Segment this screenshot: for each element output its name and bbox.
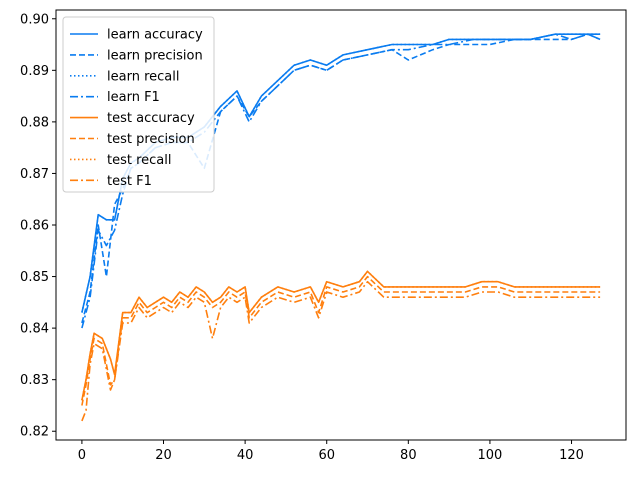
x-tick-label: 20 xyxy=(155,448,172,463)
legend: learn accuracy learn precision learn recal… xyxy=(62,16,215,193)
legend-label: learn F1 xyxy=(107,90,160,105)
y-tick-label: 0.89 xyxy=(20,64,49,79)
x-tick-label: 120 xyxy=(559,448,584,463)
legend-label: learn recall xyxy=(107,69,179,84)
legend-label: learn precision xyxy=(107,48,203,63)
x-tick-label: 80 xyxy=(400,448,417,463)
y-tick-label: 0.82 xyxy=(20,425,49,440)
legend-label: test recall xyxy=(107,153,172,168)
series-line-test-recall xyxy=(81,270,601,401)
series-line-learn-f1 xyxy=(81,33,601,329)
legend-label: test precision xyxy=(107,132,195,147)
y-tick-label: 0.90 xyxy=(20,12,49,27)
legend-label: test F1 xyxy=(107,174,152,189)
series-line-test-precision xyxy=(81,275,601,406)
y-tick-label: 0.86 xyxy=(20,219,49,234)
legend-box xyxy=(62,16,215,193)
x-tick-label: 0 xyxy=(78,448,86,463)
series-line-learn-recall xyxy=(81,33,601,313)
legend-label: learn accuracy xyxy=(107,28,203,43)
y-axis: 0.82 0.83 0.84 0.85 0.86 0.87 0.88 0.89 0.90 xyxy=(20,12,56,440)
y-tick-label: 0.88 xyxy=(20,115,49,130)
x-tick-label: 100 xyxy=(478,448,503,463)
y-tick-label: 0.85 xyxy=(20,270,49,285)
y-tick-label: 0.87 xyxy=(20,167,49,182)
x-tick-label: 40 xyxy=(237,448,254,463)
series-line-test-f1 xyxy=(81,280,601,422)
y-tick-label: 0.84 xyxy=(20,322,49,337)
x-axis: 0 20 40 60 80 100 120 xyxy=(78,440,584,463)
legend-label: test accuracy xyxy=(107,111,195,126)
y-tick-label: 0.83 xyxy=(20,373,49,388)
x-tick-label: 60 xyxy=(318,448,335,463)
